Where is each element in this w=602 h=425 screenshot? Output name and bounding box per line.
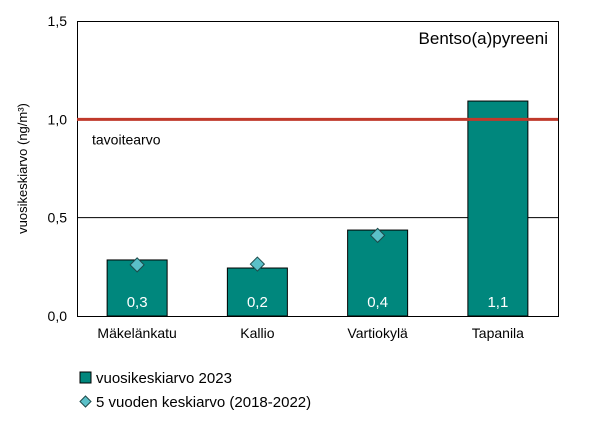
five-year-average-marker: [249, 256, 266, 272]
legend-bar-label: vuosikeskiarvo 2023: [96, 370, 232, 387]
bar-value-label: 0,3: [127, 294, 148, 311]
y-tick-label: 1,0: [48, 111, 68, 127]
target-line-label: tavoitearvo: [92, 131, 161, 147]
five-year-average-marker: [129, 257, 145, 273]
chart-title: Bentso(a)pyreeni: [419, 29, 548, 48]
bar-value-label: 1,1: [487, 294, 508, 311]
legend-bar-swatch: [79, 371, 92, 384]
y-tick-label: 1,5: [48, 13, 68, 29]
x-tick-label: Kallio: [240, 325, 274, 341]
bar-value-label: 0,2: [247, 294, 268, 311]
y-tick-label: 0,5: [48, 210, 68, 226]
x-tick-label: Mäkelänkatu: [97, 325, 176, 341]
x-tick-label: Vartiokylä: [347, 325, 408, 341]
x-tick-label: Tapanila: [472, 325, 524, 341]
plot-area-border: [77, 21, 559, 317]
bar: [467, 100, 529, 317]
five-year-average-marker: [369, 227, 386, 244]
bar-value-label: 0,4: [367, 294, 388, 311]
y-tick-label: 0,0: [48, 308, 68, 324]
bar: [226, 267, 288, 317]
y-axis-label: vuosikeskiarvo (ng/m³): [15, 103, 30, 234]
legend-marker-label: 5 vuoden keskiarvo (2018-2022): [96, 394, 311, 411]
legend-diamond-icon: [79, 395, 92, 408]
bar: [347, 229, 409, 317]
